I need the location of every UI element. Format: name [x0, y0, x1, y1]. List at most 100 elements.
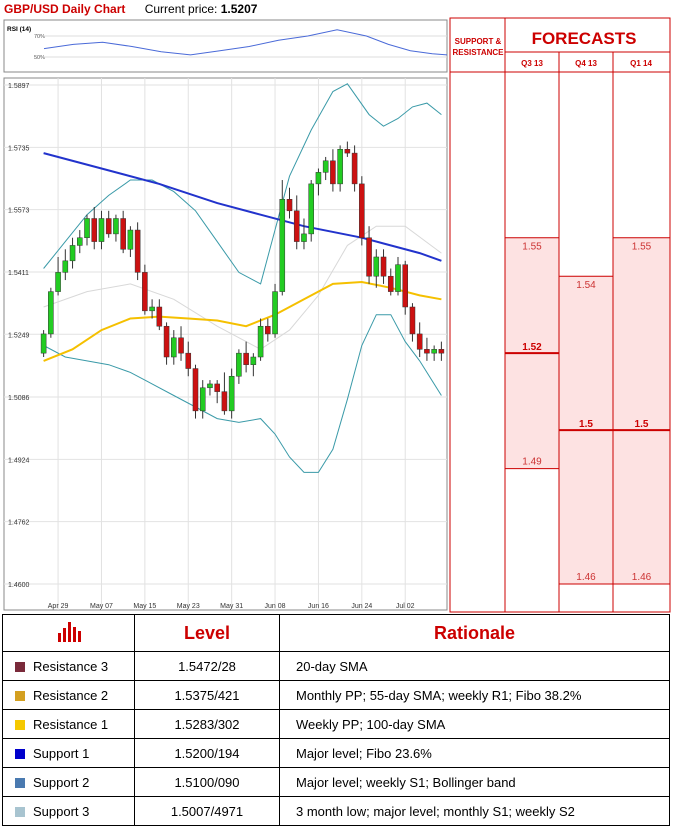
candle-body	[286, 199, 293, 212]
candle-body	[192, 368, 199, 412]
candle-body	[337, 149, 343, 185]
level-value: 1.5283/302	[134, 709, 280, 739]
level-name: Support 2	[33, 774, 90, 790]
x-tick-label: May 23	[177, 603, 200, 610]
rsi-line	[43, 29, 448, 56]
price-label: Current price:	[144, 2, 218, 16]
table-row: Resistance 2 1.5375/421 Monthly PP; 55-day…	[2, 680, 670, 710]
level-color-swatch	[15, 661, 25, 672]
sma-200-line	[43, 152, 442, 262]
candle-body	[120, 218, 126, 250]
table-row: Support 2 1.5100/090 Major level; weekly S…	[2, 767, 670, 797]
candle-body	[207, 383, 213, 389]
candle-body	[366, 237, 372, 277]
candle-body	[149, 306, 155, 312]
table-row: Resistance 1 1.5283/302 Weekly PP; 100-day…	[2, 709, 670, 739]
level-rationale: 3 month low; major level; monthly S1; we…	[279, 796, 670, 826]
rsi-level-50: 50%	[34, 55, 45, 61]
candle-body	[315, 172, 322, 185]
candle-body	[402, 264, 409, 308]
candle-body	[178, 337, 184, 354]
level-value: 1.5007/4971	[134, 796, 280, 826]
candle-body	[113, 218, 119, 235]
candle-body	[308, 183, 314, 235]
y-tick-label: 1.4600	[8, 582, 30, 589]
candle-body	[395, 264, 401, 292]
level-color-swatch	[15, 806, 25, 817]
candle-body	[171, 337, 177, 358]
candle-body	[236, 352, 242, 377]
y-tick-label: 1.4924	[8, 457, 30, 464]
candle-body	[62, 260, 69, 273]
forecast-mid-label: 1.5	[579, 419, 593, 430]
level-name-cell: Resistance 1	[2, 709, 135, 739]
level-name-cell: Support 2	[2, 767, 135, 797]
candle-body	[387, 275, 394, 292]
forecasts-title: FORECASTS	[532, 29, 637, 48]
levels-table: Level Rationale Resistance 3 1.5472/28 20-…	[2, 614, 670, 826]
y-axis-labels: 1.5897 1.5735 1.5573 1.5411 1.5249 1.5086 1.49…	[8, 83, 30, 589]
candle-body	[156, 306, 163, 327]
level-name-cell: Support 1	[2, 738, 135, 768]
table-row: Support 3 1.5007/4971 3 month low; major l…	[2, 796, 670, 826]
y-tick-label: 1.5897	[8, 83, 30, 90]
candle-body	[40, 333, 47, 354]
candle-body	[199, 387, 206, 412]
level-color-swatch	[15, 748, 25, 759]
x-axis-labels: Apr 29 May 07 May 15 May 23 May 31 Jun 08 Jun …	[48, 603, 415, 610]
y-tick-label: 1.5573	[8, 208, 30, 215]
candle-body	[380, 256, 387, 277]
candle-body	[127, 229, 134, 250]
sma-100-line	[43, 280, 442, 362]
candle-body	[98, 218, 105, 242]
candle-body	[431, 349, 437, 354]
level-value: 1.5375/421	[134, 680, 280, 710]
candle-body	[373, 256, 380, 277]
x-tick-label: May 15	[133, 603, 156, 610]
candle-body	[243, 352, 249, 365]
candle-body	[185, 352, 192, 369]
table-header-icon	[2, 614, 135, 652]
y-tick-label: 1.5411	[8, 270, 29, 277]
candle-body	[416, 333, 423, 350]
table-header-level: Level	[134, 614, 280, 652]
rsi-label: RSI (14)	[7, 26, 31, 33]
candle-body	[265, 325, 271, 335]
x-tick-label: May 07	[90, 603, 113, 610]
candles	[40, 141, 445, 419]
candle-body	[134, 229, 141, 273]
y-tick-label: 1.5735	[8, 145, 30, 152]
candle-body	[322, 160, 329, 173]
forecast-low-label: 1.46	[576, 572, 596, 583]
candle-body	[409, 306, 416, 335]
indicators	[43, 83, 442, 473]
candle-body	[84, 218, 90, 238]
chart-header: GBP/USD Daily Chart Current price: 1.520…	[4, 2, 257, 16]
level-color-swatch	[15, 777, 25, 788]
quarter-q1-14: Q1 14	[630, 59, 652, 68]
level-rationale: Monthly PP; 55-day SMA; weekly R1; Fibo …	[279, 680, 670, 710]
candle-body	[91, 218, 98, 242]
rsi-level-70: 70%	[34, 34, 45, 40]
level-name: Resistance 1	[33, 716, 109, 732]
forecast-mid-label: 1.5	[635, 419, 649, 430]
candle-body	[293, 210, 300, 242]
table-row: Resistance 3 1.5472/28 20-day SMA	[2, 651, 670, 681]
level-color-swatch	[15, 690, 25, 701]
candle-body	[272, 291, 278, 335]
x-tick-label: Apr 29	[48, 603, 69, 610]
level-name: Support 1	[33, 745, 90, 761]
level-color-swatch	[15, 719, 25, 730]
price-panel	[3, 77, 448, 611]
candle-body	[351, 152, 358, 185]
candle-body	[359, 183, 365, 238]
quarter-q3-13: Q3 13	[521, 59, 543, 68]
candle-body	[221, 391, 228, 412]
candle-body	[424, 349, 430, 354]
level-name-cell: Resistance 3	[2, 651, 135, 681]
bollinger-lower-line	[43, 314, 442, 473]
x-tick-label: Jun 24	[351, 603, 372, 610]
x-tick-label: Jun 16	[308, 603, 329, 610]
level-name-cell: Resistance 2	[2, 680, 135, 710]
candle-body	[69, 245, 76, 262]
